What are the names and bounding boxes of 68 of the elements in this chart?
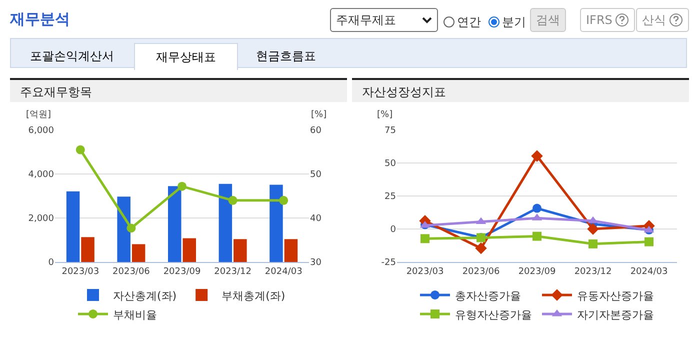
bar: [284, 239, 298, 262]
y-axis-title: [억원]: [26, 110, 52, 120]
x-tick-label: 2023/12: [574, 266, 612, 277]
point: [279, 196, 288, 205]
legend-label: 부채비율: [113, 308, 157, 322]
legend-label: 총자산증가율: [455, 289, 521, 302]
bar: [234, 239, 247, 262]
text: 주재무제표: [336, 12, 396, 28]
y-tick-label: -25: [381, 258, 396, 268]
x-tick-label: 2024/03: [630, 266, 668, 277]
x-tick-label: 2023/09: [518, 266, 556, 277]
text: 산식: [642, 12, 666, 28]
y2-tick-label: 50: [310, 170, 322, 180]
point: [644, 237, 654, 246]
y-tick-label: 25: [384, 192, 396, 202]
bar: [218, 184, 232, 262]
y2-tick-label: 40: [310, 214, 322, 224]
point: [126, 224, 136, 233]
chart-title: 주요재무항목: [10, 80, 347, 102]
y-tick-label: 2,000: [28, 214, 54, 224]
point: [588, 239, 598, 248]
x-tick-label: 2023/09: [163, 266, 201, 277]
y-tick-label: 0: [48, 258, 54, 268]
y-axis-title: [%]: [377, 110, 393, 120]
text: 현금흐름표: [256, 48, 316, 64]
x-tick-label: 2023/03: [406, 266, 444, 277]
bar: [66, 191, 80, 262]
point: [587, 223, 599, 235]
text: 분기: [502, 14, 526, 30]
y-tick-label: 4,000: [28, 170, 54, 180]
bar: [270, 184, 283, 262]
legend-label: 자기자본증가율: [577, 308, 654, 322]
y2-tick-label: 30: [310, 258, 322, 268]
y2-tick-label: 60: [310, 126, 322, 136]
x-tick-label: 2023/12: [214, 266, 252, 277]
x-tick-label: 2023/06: [112, 266, 150, 277]
text: 연간: [457, 14, 481, 30]
point: [532, 232, 542, 241]
legend-label: 부채총계(좌): [222, 289, 286, 302]
point: [475, 242, 487, 254]
y-tick-label: 0: [390, 225, 396, 236]
point: [76, 145, 85, 154]
y-tick-label: 50: [384, 159, 396, 170]
y-tick-label: 6,000: [28, 126, 54, 136]
bar: [168, 186, 182, 262]
x-tick-label: 2024/03: [264, 266, 302, 277]
text: 재무상태표: [156, 48, 216, 66]
legend-label: 유형자산증가율: [455, 308, 532, 322]
y-tick-label: 75: [384, 126, 396, 136]
legend-label: 자산총계(좌): [113, 289, 177, 302]
bar: [132, 244, 146, 262]
point: [228, 196, 238, 205]
x-tick-label: 2023/06: [462, 266, 500, 277]
point: [178, 182, 186, 191]
y2-axis-title: [%]: [311, 110, 327, 120]
point: [532, 204, 542, 213]
point: [531, 150, 543, 162]
point: [420, 234, 430, 244]
chart-title: 자산성장성지표: [352, 80, 689, 102]
text: 포괄손익계산서: [30, 48, 114, 64]
bar: [81, 237, 94, 262]
text: IFRS: [586, 13, 612, 27]
text: 검색: [536, 12, 560, 28]
x-tick-label: 2023/03: [62, 266, 100, 277]
legend-label: 유동자산증가율: [577, 289, 654, 302]
text: 재무분석: [10, 10, 70, 29]
bar: [117, 196, 130, 262]
bar: [182, 238, 196, 262]
